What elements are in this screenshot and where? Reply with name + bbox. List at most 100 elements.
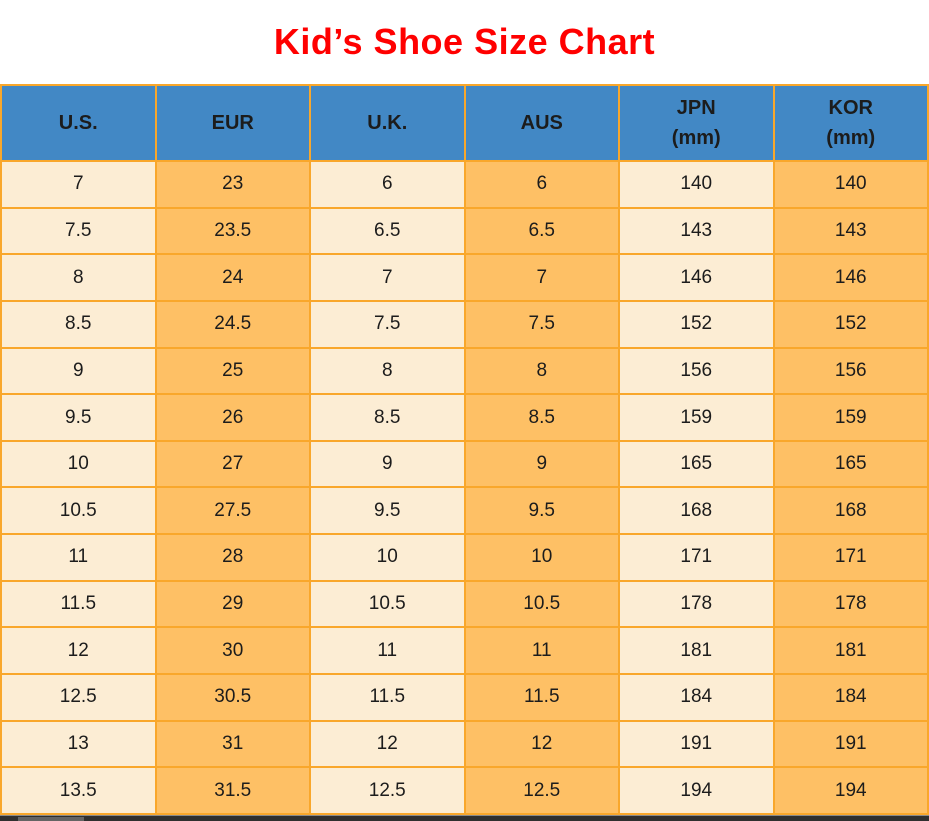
table-row: 9.5 26 8.5 8.5 159 159	[0, 393, 929, 442]
table-cell: 191	[618, 719, 775, 769]
table-cell: 11.5	[463, 673, 620, 722]
table-cell: 9.5	[463, 486, 620, 536]
table-cell: 13	[0, 719, 157, 769]
table-cell: 12	[463, 719, 620, 769]
header-cell: AUS	[463, 84, 620, 162]
header-cell-line: KOR	[828, 97, 873, 119]
table-cell: 194	[618, 766, 775, 815]
header-cell: U.K.	[309, 84, 466, 162]
table-row: 9 25 8 8 156 156	[0, 346, 929, 396]
table-cell: 6.5	[463, 206, 620, 256]
table-cell: 9.5	[0, 393, 157, 442]
header-cell-line: EUR	[211, 112, 254, 134]
title-bar: Kid’s Shoe Size Chart	[0, 0, 929, 84]
table-cell: 171	[618, 533, 775, 582]
table-cell: 7	[463, 253, 620, 302]
table-cell: 9	[309, 439, 466, 489]
table-cell: 27.5	[154, 486, 311, 536]
table-cell: 168	[618, 486, 775, 536]
table-cell: 8.5	[309, 393, 466, 442]
table-cell: 24.5	[154, 299, 311, 349]
table-cell: 159	[618, 393, 775, 442]
table-cell: 8	[309, 346, 466, 396]
table-cell: 9	[463, 439, 620, 489]
table-cell: 10.5	[309, 579, 466, 629]
table-cell: 168	[772, 486, 929, 536]
table-row: 13 31 12 12 191 191	[0, 719, 929, 769]
header-cell-line: JPN	[676, 97, 716, 119]
table-cell: 8.5	[0, 299, 157, 349]
table-cell: 6.5	[309, 206, 466, 256]
table-cell: 12.5	[309, 766, 466, 815]
header-cell-line: AUS	[520, 112, 563, 134]
table-cell: 29	[154, 579, 311, 629]
table-cell: 10.5	[463, 579, 620, 629]
table-body: 7 23 6 6 140 140 7.5 23.5 6.5 6.5 143 143 8 24 7 7 146 14…	[0, 160, 929, 815]
table-cell: 7	[309, 253, 466, 302]
table-cell: 143	[618, 206, 775, 256]
table-cell: 140	[618, 160, 775, 209]
table-cell: 25	[154, 346, 311, 396]
table-cell: 28	[154, 533, 311, 582]
scrollbar-thumb[interactable]	[18, 817, 84, 821]
table-cell: 178	[772, 579, 929, 629]
table-cell: 30.5	[154, 673, 311, 722]
table-row: 11 28 10 10 171 171	[0, 533, 929, 582]
table-row: 7 23 6 6 140 140	[0, 160, 929, 209]
horizontal-scrollbar[interactable]	[0, 815, 929, 821]
shoe-size-table: U.S. EUR U.K. AUS JPN (mm) KOR (mm) 7 23 6 6 140 140…	[0, 84, 929, 815]
table-row: 11.5 29 10.5 10.5 178 178	[0, 579, 929, 629]
table-cell: 23	[154, 160, 311, 209]
table-cell: 11.5	[0, 579, 157, 629]
table-row: 12 30 11 11 181 181	[0, 626, 929, 676]
table-cell: 6	[309, 160, 466, 209]
table-row: 10.5 27.5 9.5 9.5 168 168	[0, 486, 929, 536]
header-cell-line: (mm)	[671, 127, 721, 149]
header-cell: EUR	[154, 84, 311, 162]
table-cell: 143	[772, 206, 929, 256]
table-cell: 152	[618, 299, 775, 349]
table-cell: 159	[772, 393, 929, 442]
table-cell: 12.5	[0, 673, 157, 722]
page-title: Kid’s Shoe Size Chart	[273, 21, 656, 62]
table-cell: 152	[772, 299, 929, 349]
table-cell: 156	[618, 346, 775, 396]
table-cell: 27	[154, 439, 311, 489]
table-cell: 12	[309, 719, 466, 769]
table-cell: 165	[618, 439, 775, 489]
header-cell-line: (mm)	[826, 127, 876, 149]
table-cell: 11	[463, 626, 620, 676]
header-cell-line: U.S.	[58, 112, 98, 134]
table-cell: 140	[772, 160, 929, 209]
table-cell: 31	[154, 719, 311, 769]
table-cell: 11.5	[309, 673, 466, 722]
table-cell: 23.5	[154, 206, 311, 256]
table-cell: 10	[463, 533, 620, 582]
table-cell: 6	[463, 160, 620, 209]
table-cell: 30	[154, 626, 311, 676]
table-cell: 146	[618, 253, 775, 302]
table-cell: 26	[154, 393, 311, 442]
table-cell: 8	[0, 253, 157, 302]
table-cell: 191	[772, 719, 929, 769]
table-cell: 9	[0, 346, 157, 396]
table-row: 7.5 23.5 6.5 6.5 143 143	[0, 206, 929, 256]
table-cell: 7.5	[0, 206, 157, 256]
header-cell-line: U.K.	[367, 112, 408, 134]
table-cell: 8.5	[463, 393, 620, 442]
table-cell: 165	[772, 439, 929, 489]
table-header: U.S. EUR U.K. AUS JPN (mm) KOR (mm)	[0, 84, 929, 162]
table-cell: 171	[772, 533, 929, 582]
table-cell: 13.5	[0, 766, 157, 815]
table-cell: 146	[772, 253, 929, 302]
table-row: 8.5 24.5 7.5 7.5 152 152	[0, 299, 929, 349]
header-cell: U.S.	[0, 84, 157, 162]
table-cell: 8	[463, 346, 620, 396]
table-cell: 156	[772, 346, 929, 396]
header-cell: JPN (mm)	[618, 84, 775, 162]
table-cell: 184	[772, 673, 929, 722]
table-cell: 178	[618, 579, 775, 629]
table-cell: 11	[309, 626, 466, 676]
table-cell: 31.5	[154, 766, 311, 815]
